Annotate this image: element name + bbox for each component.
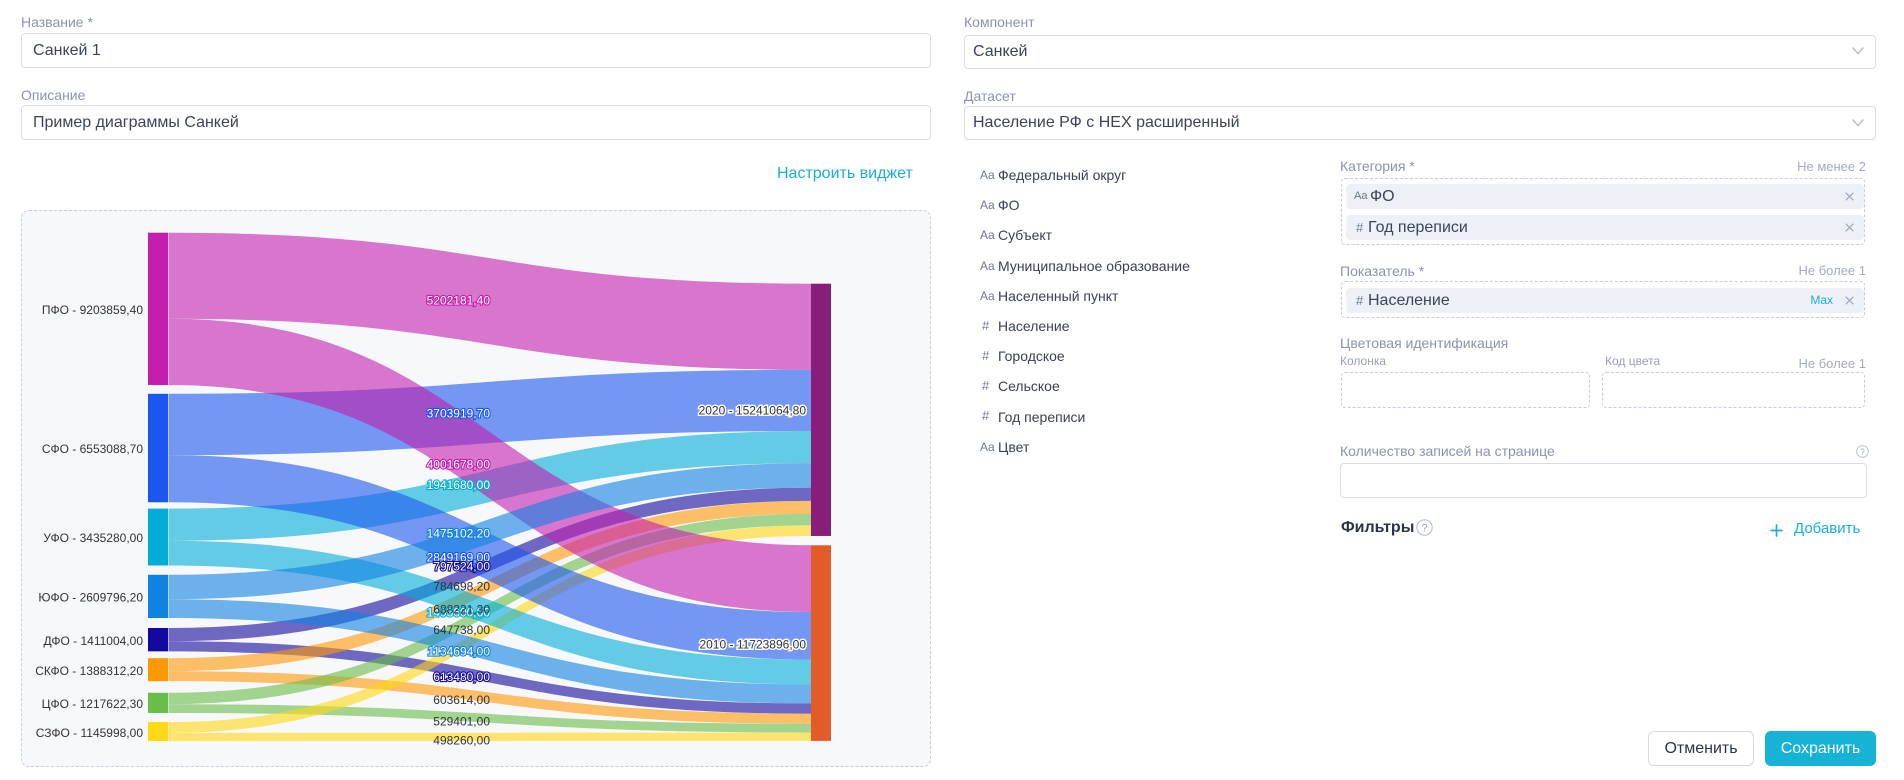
svg-text:529401,00: 529401,00 [433, 714, 490, 728]
svg-text:1941680,00: 1941680,00 [427, 478, 491, 492]
svg-text:2849169,00: 2849169,00 [427, 550, 491, 564]
svg-text:1475102,20: 1475102,20 [427, 526, 491, 540]
svg-text:784698,20: 784698,20 [433, 580, 490, 594]
svg-text:УФО - 3435280,00: УФО - 3435280,00 [43, 531, 143, 545]
svg-text:ЦФО - 1217622,30: ЦФО - 1217622,30 [42, 697, 144, 711]
svg-text:СКФО - 1388312,20: СКФО - 1388312,20 [35, 664, 143, 678]
svg-text:ДФО - 1411004,00: ДФО - 1411004,00 [44, 634, 144, 648]
svg-text:3703919,70: 3703919,70 [427, 407, 491, 421]
svg-text:1134694,00: 1134694,00 [427, 645, 490, 659]
svg-text:4001678,00: 4001678,00 [427, 458, 491, 472]
svg-text:СЗФО - 1145998,00: СЗФО - 1145998,00 [36, 726, 144, 740]
svg-text:?: ? [1860, 447, 1865, 456]
svg-text:ЮФО - 2609796,20: ЮФО - 2609796,20 [38, 591, 143, 605]
svg-text:603614,00: 603614,00 [433, 693, 490, 707]
svg-text:688221,30: 688221,30 [433, 603, 490, 617]
svg-text:797524,00: 797524,00 [433, 560, 490, 574]
svg-text:СФО - 6553088,70: СФО - 6553088,70 [42, 442, 144, 456]
svg-text:1493600,00: 1493600,00 [427, 605, 491, 619]
svg-text:5202181,40: 5202181,40 [427, 294, 491, 308]
svg-text:?: ? [1421, 522, 1427, 534]
svg-text:2020 - 15241064,80: 2020 - 15241064,80 [699, 404, 807, 418]
svg-text:647738,00: 647738,00 [433, 623, 490, 637]
svg-text:613480,00: 613480,00 [433, 670, 490, 684]
svg-text:2010 - 11723896,00: 2010 - 11723896,00 [699, 638, 806, 652]
svg-text:ПФО - 9203859,40: ПФО - 9203859,40 [42, 303, 143, 317]
svg-text:498260,00: 498260,00 [433, 734, 490, 748]
